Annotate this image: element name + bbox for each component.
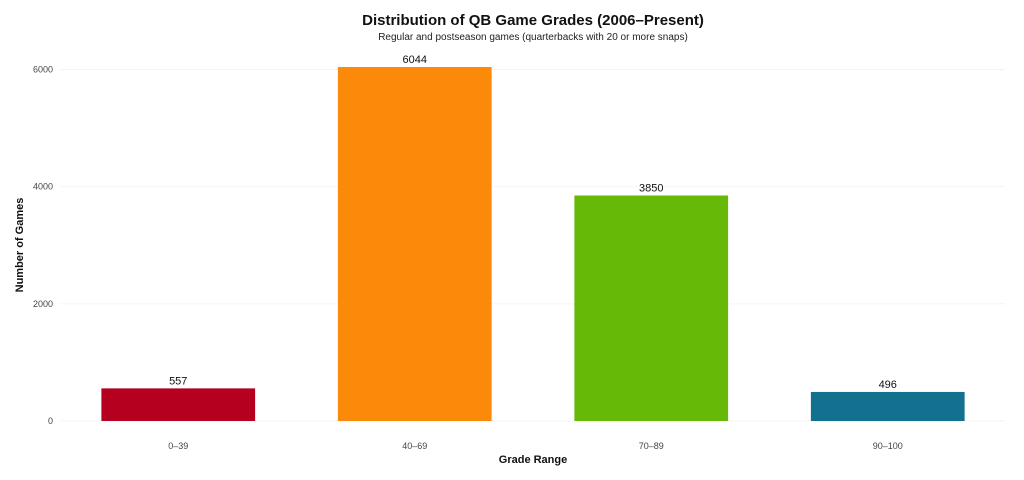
data-label: 6044 (403, 54, 427, 66)
data-labels: 557 6044 3850 496 (169, 54, 897, 391)
chart-title: Distribution of QB Game Grades (2006–Pre… (362, 12, 704, 29)
bar (810, 391, 965, 421)
y-tick-label: 2000 (33, 299, 53, 309)
y-tick-label: 0 (48, 416, 53, 426)
y-axis-title: Number of Games (14, 198, 26, 293)
bar (337, 67, 492, 421)
bars (101, 67, 965, 421)
data-label: 3850 (639, 183, 663, 195)
gridlines (60, 69, 1006, 422)
chart-subtitle: Regular and postseason games (quarterbac… (378, 32, 688, 43)
x-axis-title: Grade Range (499, 454, 567, 466)
x-tick-label: 40–69 (402, 441, 427, 451)
data-label: 496 (879, 379, 897, 391)
x-tick-label: 0–39 (168, 441, 188, 451)
y-axis-ticks: 0 2000 4000 6000 (33, 65, 53, 426)
bar (101, 388, 256, 421)
x-tick-label: 90–100 (873, 441, 903, 451)
data-label: 557 (169, 375, 187, 387)
x-axis-ticks: 0–39 40–69 70–89 90–100 (168, 441, 903, 451)
bar (574, 195, 729, 421)
x-tick-label: 70–89 (639, 441, 664, 451)
y-tick-label: 6000 (33, 65, 53, 75)
y-tick-label: 4000 (33, 182, 53, 192)
